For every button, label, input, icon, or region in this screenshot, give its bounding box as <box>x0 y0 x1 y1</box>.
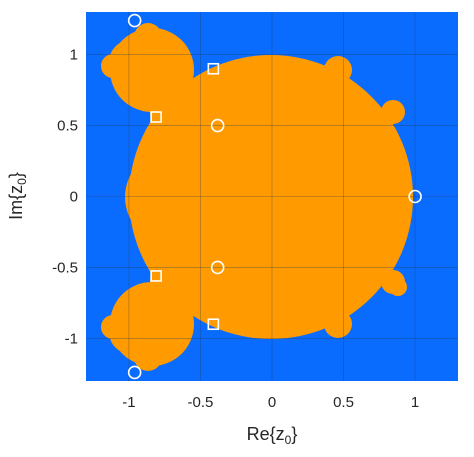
filled-region <box>101 23 413 371</box>
y-tick-label: 1 <box>70 47 78 64</box>
x-axis-label: Re{z0} <box>247 424 298 447</box>
circle-marker <box>408 189 422 204</box>
x-tick-label: -0.5 <box>188 394 214 411</box>
lower-left-bulb-bottom <box>134 343 162 371</box>
circle-marker <box>127 13 142 28</box>
upper-right-bud <box>324 56 352 84</box>
upper-left-bulb-top <box>134 23 162 51</box>
lower-neck <box>150 264 186 300</box>
x-tick-label: -1 <box>122 394 135 411</box>
circle-marker <box>127 365 142 380</box>
upper-neck <box>150 94 186 130</box>
upper-connector <box>180 84 212 116</box>
x-tick-label: 0 <box>268 394 276 411</box>
lower-connector <box>180 278 212 310</box>
upper-left-bulb-left <box>101 54 125 78</box>
square-marker <box>207 318 220 331</box>
circle-marker <box>210 260 225 275</box>
square-marker <box>150 111 162 123</box>
circle-marker <box>210 118 225 133</box>
far-right-upper-bud <box>389 278 407 296</box>
y-tick-label: 0.5 <box>57 118 78 135</box>
y-tick-label: -1 <box>65 330 78 347</box>
y-tick-label: 0 <box>70 189 78 206</box>
grid-lines <box>86 12 458 381</box>
right-upper-bud <box>381 100 405 124</box>
y-tick-labels: -1 -0.5 0 0.5 1 <box>52 47 78 348</box>
x-tick-label: 0.5 <box>333 394 354 411</box>
y-axis-label: Im{z0} <box>6 172 29 220</box>
markers <box>127 13 422 380</box>
main-cardioid-body <box>129 55 413 339</box>
y-tick-label: -0.5 <box>52 259 78 276</box>
left-cardioid-lobe <box>125 150 219 244</box>
x-tick-labels: -1 -0.5 0 0.5 1 <box>122 394 419 411</box>
square-marker <box>207 62 220 75</box>
x-tick-label: 1 <box>411 394 419 411</box>
lower-right-bud <box>324 310 352 338</box>
lower-left-bulb-left <box>101 315 125 339</box>
square-marker <box>150 270 162 282</box>
